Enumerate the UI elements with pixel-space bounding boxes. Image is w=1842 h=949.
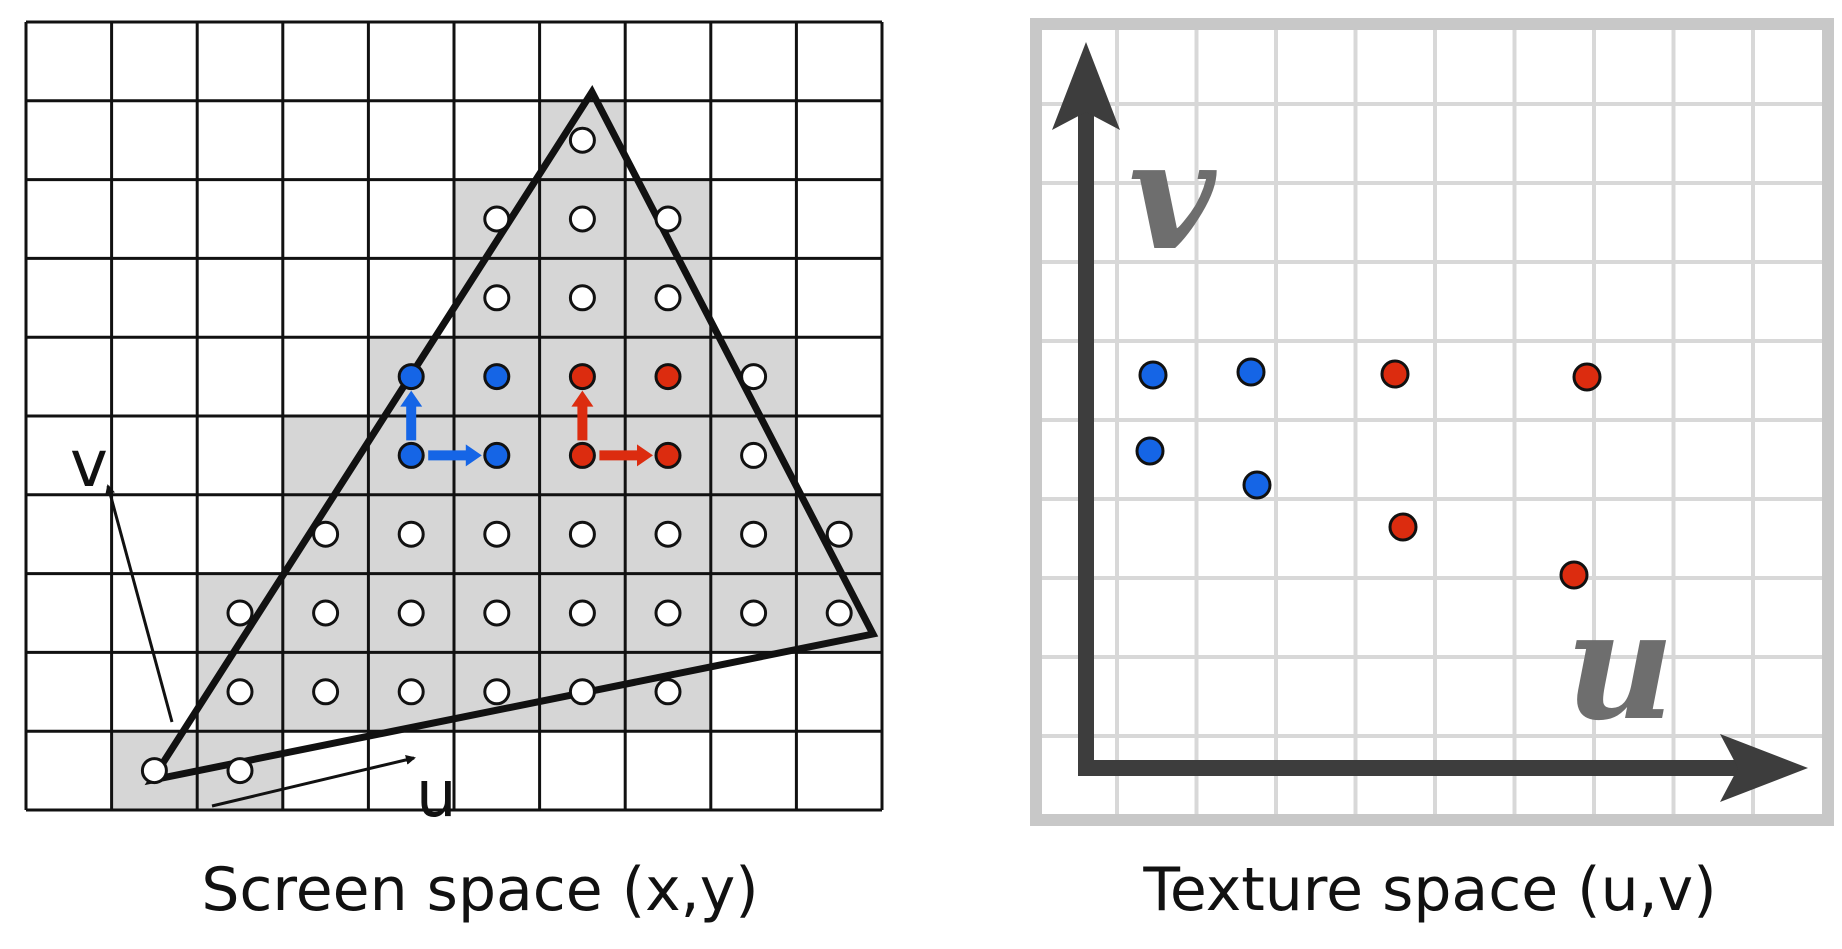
sample-point — [740, 363, 768, 391]
sample-point — [654, 599, 682, 627]
blue-texture-sample — [1242, 470, 1272, 500]
sample-point — [397, 520, 425, 548]
sample-point — [568, 599, 596, 627]
texture-v-arrowhead — [1052, 42, 1120, 130]
texture-u-arrowhead — [1720, 734, 1808, 802]
blue-sample-point — [483, 363, 511, 391]
texture-space-caption: Texture space (u,v) — [1143, 855, 1717, 925]
texel-grid — [1042, 30, 1822, 814]
sample-point — [226, 757, 254, 785]
texture-axes — [1078, 110, 1740, 776]
red-texture-sample — [1388, 512, 1418, 542]
blue-sample-point — [397, 441, 425, 469]
sample-point — [654, 284, 682, 312]
sample-point — [568, 205, 596, 233]
texture-sample-points — [1135, 357, 1602, 590]
sample-point — [654, 205, 682, 233]
blue-du-arrow — [428, 444, 482, 467]
red-du-arrow — [599, 444, 653, 467]
blue-texture-sample — [1138, 360, 1168, 390]
sample-point — [568, 520, 596, 548]
blue-sample-point — [483, 441, 511, 469]
screen-u-axis-arrow — [211, 754, 416, 808]
sample-point — [825, 520, 853, 548]
sample-point — [226, 599, 254, 627]
sample-point — [568, 678, 596, 706]
blue-texture-sample — [1135, 436, 1165, 466]
screen-space-panel: u v — [24, 20, 884, 832]
sample-point — [483, 205, 511, 233]
sample-point — [568, 284, 596, 312]
texture-u-label: u — [1565, 578, 1674, 754]
sample-point — [740, 520, 768, 548]
red-texture-sample — [1380, 359, 1410, 389]
red-sample-point — [568, 441, 596, 469]
red-texture-sample — [1559, 560, 1589, 590]
screen-space-caption: Screen space (x,y) — [201, 855, 759, 925]
sample-point — [226, 678, 254, 706]
sample-point — [483, 284, 511, 312]
derivative-arrows — [400, 390, 653, 467]
sample-point — [312, 520, 340, 548]
sample-point — [312, 599, 340, 627]
sample-point — [825, 599, 853, 627]
sample-point — [568, 126, 596, 154]
screen-v-label: v — [70, 428, 108, 502]
sample-point — [397, 599, 425, 627]
screen-pixel-grid — [24, 20, 884, 812]
red-texture-sample — [1572, 362, 1602, 392]
texture-v-label: v — [1128, 108, 1217, 284]
texture-space-panel: v u — [1030, 18, 1834, 826]
sample-point — [483, 599, 511, 627]
sample-point — [312, 678, 340, 706]
sample-point — [483, 520, 511, 548]
sample-point — [740, 441, 768, 469]
blue-sample-point — [397, 363, 425, 391]
sample-point — [654, 520, 682, 548]
covered-cell — [282, 416, 369, 495]
triangle-outline — [144, 85, 879, 786]
sample-point — [740, 599, 768, 627]
sample-point — [483, 678, 511, 706]
red-sample-point — [568, 363, 596, 391]
red-sample-point — [654, 441, 682, 469]
sample-points — [140, 126, 853, 785]
blue-texture-sample — [1236, 357, 1266, 387]
screen-v-axis-arrow — [105, 484, 174, 723]
sample-point — [654, 678, 682, 706]
screen-u-label: u — [416, 758, 457, 832]
sample-point — [140, 757, 168, 785]
red-sample-point — [654, 363, 682, 391]
sample-point — [397, 678, 425, 706]
blue-dv-arrow — [400, 390, 423, 441]
red-dv-arrow — [571, 390, 594, 441]
